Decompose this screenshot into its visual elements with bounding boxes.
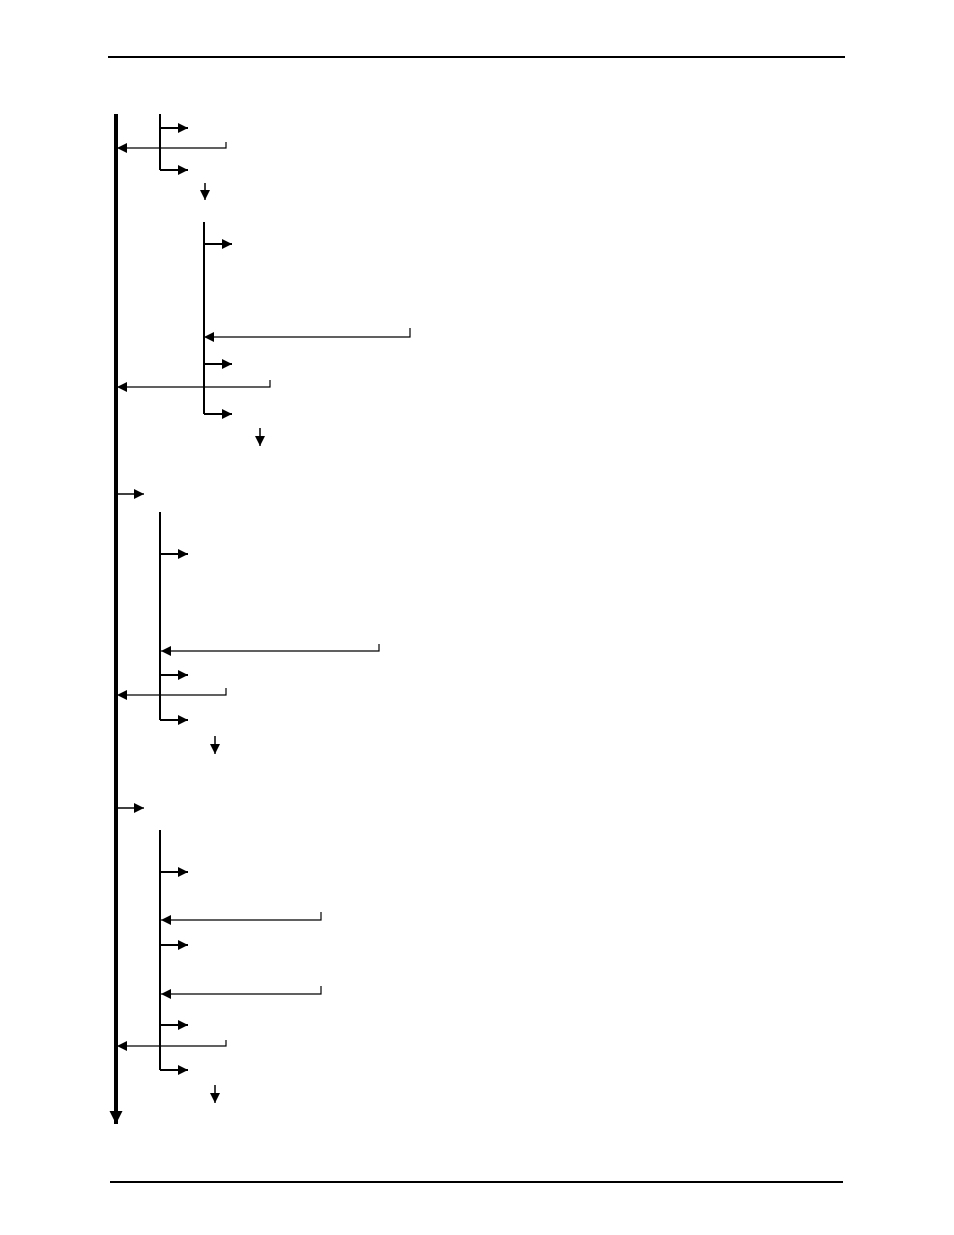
section-4-return-arrow [117, 1040, 227, 1051]
section-2-return-arrow [117, 380, 271, 392]
footer-rule [110, 1181, 843, 1183]
section-1-return-arrow [117, 142, 227, 153]
section-3-return-arrow [117, 688, 227, 700]
section-4-return-arrow [161, 986, 322, 999]
section-2-return-arrow [204, 328, 411, 342]
header-rule [108, 56, 845, 58]
section-4-return-arrow [161, 912, 322, 925]
section-3-return-arrow [161, 644, 380, 656]
